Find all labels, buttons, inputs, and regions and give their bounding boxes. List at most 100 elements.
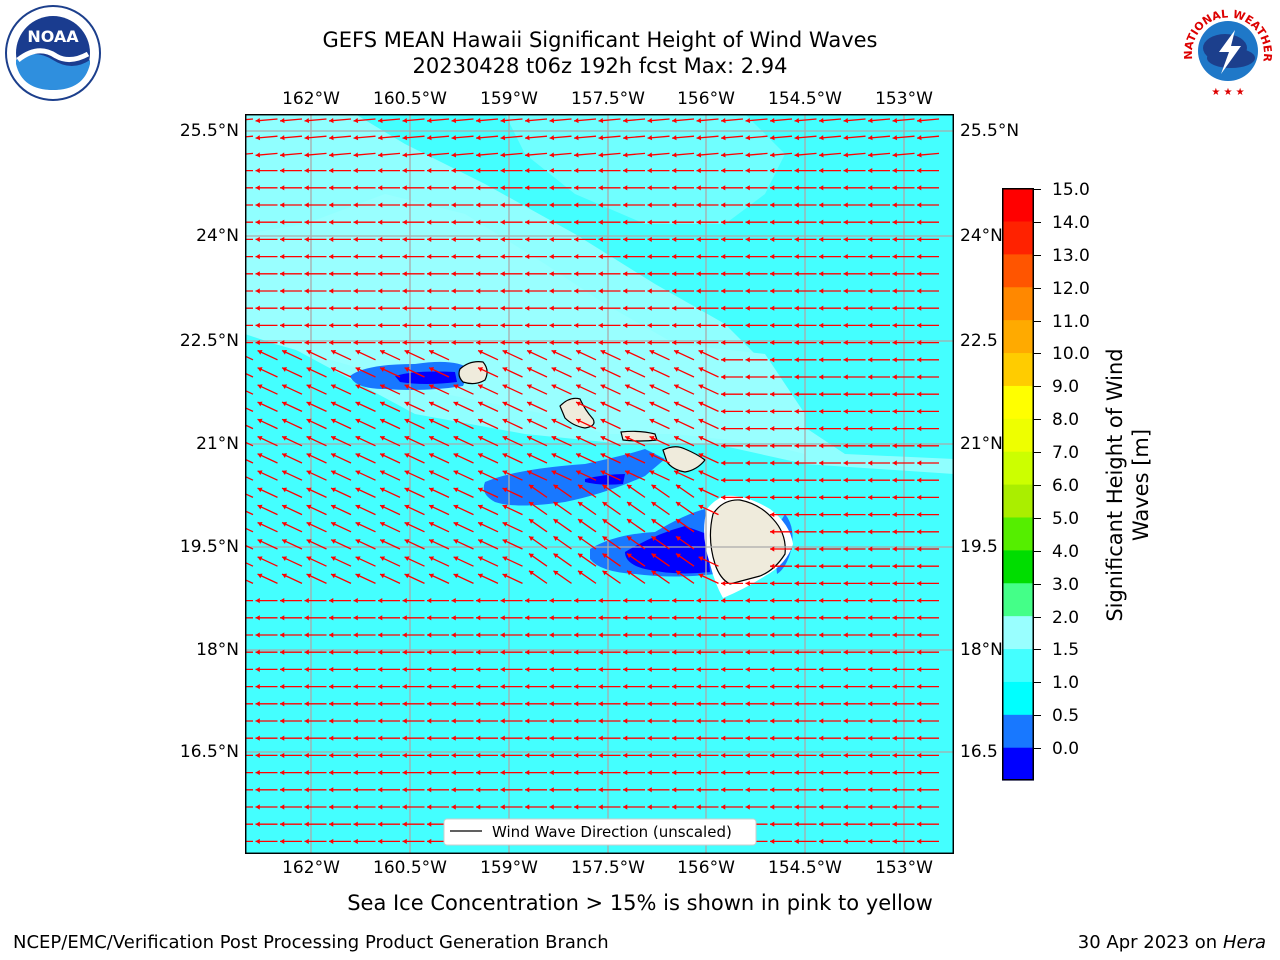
wave-arrow-head bbox=[306, 556, 312, 562]
wave-arrow-head bbox=[528, 484, 534, 490]
wave-arrow-head bbox=[574, 804, 579, 810]
wave-arrow-head bbox=[478, 453, 484, 458]
colorbar-segment bbox=[1002, 451, 1034, 485]
wave-arrow-head bbox=[527, 453, 533, 458]
wave-arrow-head bbox=[551, 435, 557, 441]
wave-arrow-head bbox=[868, 271, 873, 277]
colorbar-tick: 3.0 bbox=[1052, 574, 1080, 595]
wave-arrow-head bbox=[819, 615, 824, 621]
wave-arrow-head bbox=[378, 168, 383, 174]
wave-arrow-head bbox=[525, 254, 530, 260]
wave-arrow-head bbox=[892, 288, 897, 294]
wave-arrow-head bbox=[868, 580, 873, 586]
wave-arrow-head bbox=[794, 563, 799, 569]
wave-arrow-head bbox=[528, 553, 534, 559]
lat-tick-left: 19.5°N bbox=[179, 537, 239, 557]
wave-arrow-head bbox=[819, 236, 824, 242]
wave-arrow-head bbox=[623, 632, 628, 638]
wave-arrow-head bbox=[576, 367, 582, 372]
wave-arrow-head bbox=[674, 367, 680, 372]
wave-arrow-head bbox=[892, 202, 897, 208]
wave-arrow-head bbox=[917, 770, 922, 776]
wave-arrow-head bbox=[378, 135, 383, 141]
wave-arrow-head bbox=[255, 168, 260, 174]
wave-arrow-head bbox=[476, 219, 481, 225]
wave-arrow-head bbox=[623, 804, 628, 810]
wave-arrow-head bbox=[255, 305, 260, 311]
wave-arrow-head bbox=[280, 219, 285, 225]
wave-arrow-head bbox=[770, 374, 775, 380]
colorbar-tick-mark bbox=[1034, 715, 1041, 717]
wave-arrow-head bbox=[745, 322, 750, 328]
wave-arrow-head bbox=[602, 501, 608, 507]
wave-arrow-head bbox=[794, 357, 799, 363]
wave-arrow-head bbox=[282, 573, 288, 579]
wave-arrow-head bbox=[453, 556, 459, 562]
wave-arrow-head bbox=[427, 185, 432, 191]
wave-arrow-head bbox=[280, 804, 285, 810]
wave-arrow-head bbox=[353, 135, 359, 141]
wave-arrow-head bbox=[819, 838, 824, 844]
wave-arrow-head bbox=[651, 570, 657, 576]
wave-arrow-head bbox=[378, 666, 383, 672]
wave-arrow-head bbox=[672, 185, 677, 191]
wave-arrow-head bbox=[917, 271, 922, 277]
wave-arrow-head bbox=[819, 322, 824, 328]
wave-arrow-head bbox=[500, 718, 505, 724]
wave-arrow-head bbox=[402, 598, 407, 604]
wave-arrow-head bbox=[306, 367, 312, 372]
wave-arrow-head bbox=[868, 615, 873, 621]
wave-arrow-head bbox=[476, 649, 481, 655]
wave-arrow-head bbox=[329, 254, 334, 260]
wave-arrow-head bbox=[626, 519, 632, 524]
wave-arrow-head bbox=[282, 401, 288, 407]
wave-arrow-head bbox=[329, 288, 334, 294]
wave-arrow-head bbox=[282, 556, 288, 562]
wave-arrow-head bbox=[402, 666, 407, 672]
wave-arrow-head bbox=[721, 443, 726, 449]
wave-arrow-head bbox=[402, 701, 407, 707]
wave-arrow-head bbox=[453, 453, 459, 458]
wave-arrow-head bbox=[819, 546, 824, 552]
wave-arrow-head bbox=[819, 288, 824, 294]
wave-arrow-head bbox=[647, 615, 652, 621]
wave-arrow-head bbox=[280, 152, 285, 158]
wave-arrow-head bbox=[549, 185, 554, 191]
wave-arrow bbox=[245, 424, 254, 430]
wave-arrow-head bbox=[819, 752, 824, 758]
wave-arrow-head bbox=[476, 735, 481, 741]
colorbar-tick-mark bbox=[1034, 517, 1041, 519]
wave-arrow-head bbox=[794, 340, 799, 346]
wave-arrow-head bbox=[600, 367, 606, 372]
wave-arrow-head bbox=[892, 580, 897, 586]
wave-arrow-head bbox=[770, 202, 775, 208]
wave-arrow-head bbox=[868, 185, 873, 191]
wave-arrow-head bbox=[525, 632, 530, 638]
wave-arrow-head bbox=[770, 135, 775, 141]
lon-tick-top: 162°W bbox=[282, 89, 340, 109]
wave-arrow-head bbox=[478, 573, 484, 579]
wave-arrow-head bbox=[598, 684, 603, 690]
wave-arrow-head bbox=[868, 443, 873, 449]
wave-arrow-head bbox=[843, 374, 848, 380]
wave-arrow-head bbox=[892, 340, 897, 346]
wave-arrow-head bbox=[868, 305, 873, 311]
wave-arrow-head bbox=[672, 752, 677, 758]
wave-arrow-head bbox=[794, 580, 799, 586]
wave-arrow-head bbox=[378, 598, 383, 604]
wave-arrow-head bbox=[427, 202, 432, 208]
wave-arrow-head bbox=[304, 804, 309, 810]
wave-arrow-head bbox=[525, 718, 530, 724]
wave-arrow-head bbox=[280, 236, 285, 242]
wave-arrow-head bbox=[868, 202, 873, 208]
wave-arrow bbox=[245, 492, 254, 498]
wave-arrow-head bbox=[843, 838, 848, 844]
wave-arrow-head bbox=[794, 735, 799, 741]
wave-arrow-head bbox=[843, 117, 849, 124]
wave-arrow-head bbox=[404, 367, 410, 372]
wave-arrow-head bbox=[794, 529, 799, 535]
wave-arrow-head bbox=[794, 718, 799, 724]
wave-arrow-head bbox=[525, 684, 530, 690]
wave-arrow-head bbox=[553, 484, 559, 490]
colorbar-tick-mark bbox=[1034, 419, 1041, 421]
